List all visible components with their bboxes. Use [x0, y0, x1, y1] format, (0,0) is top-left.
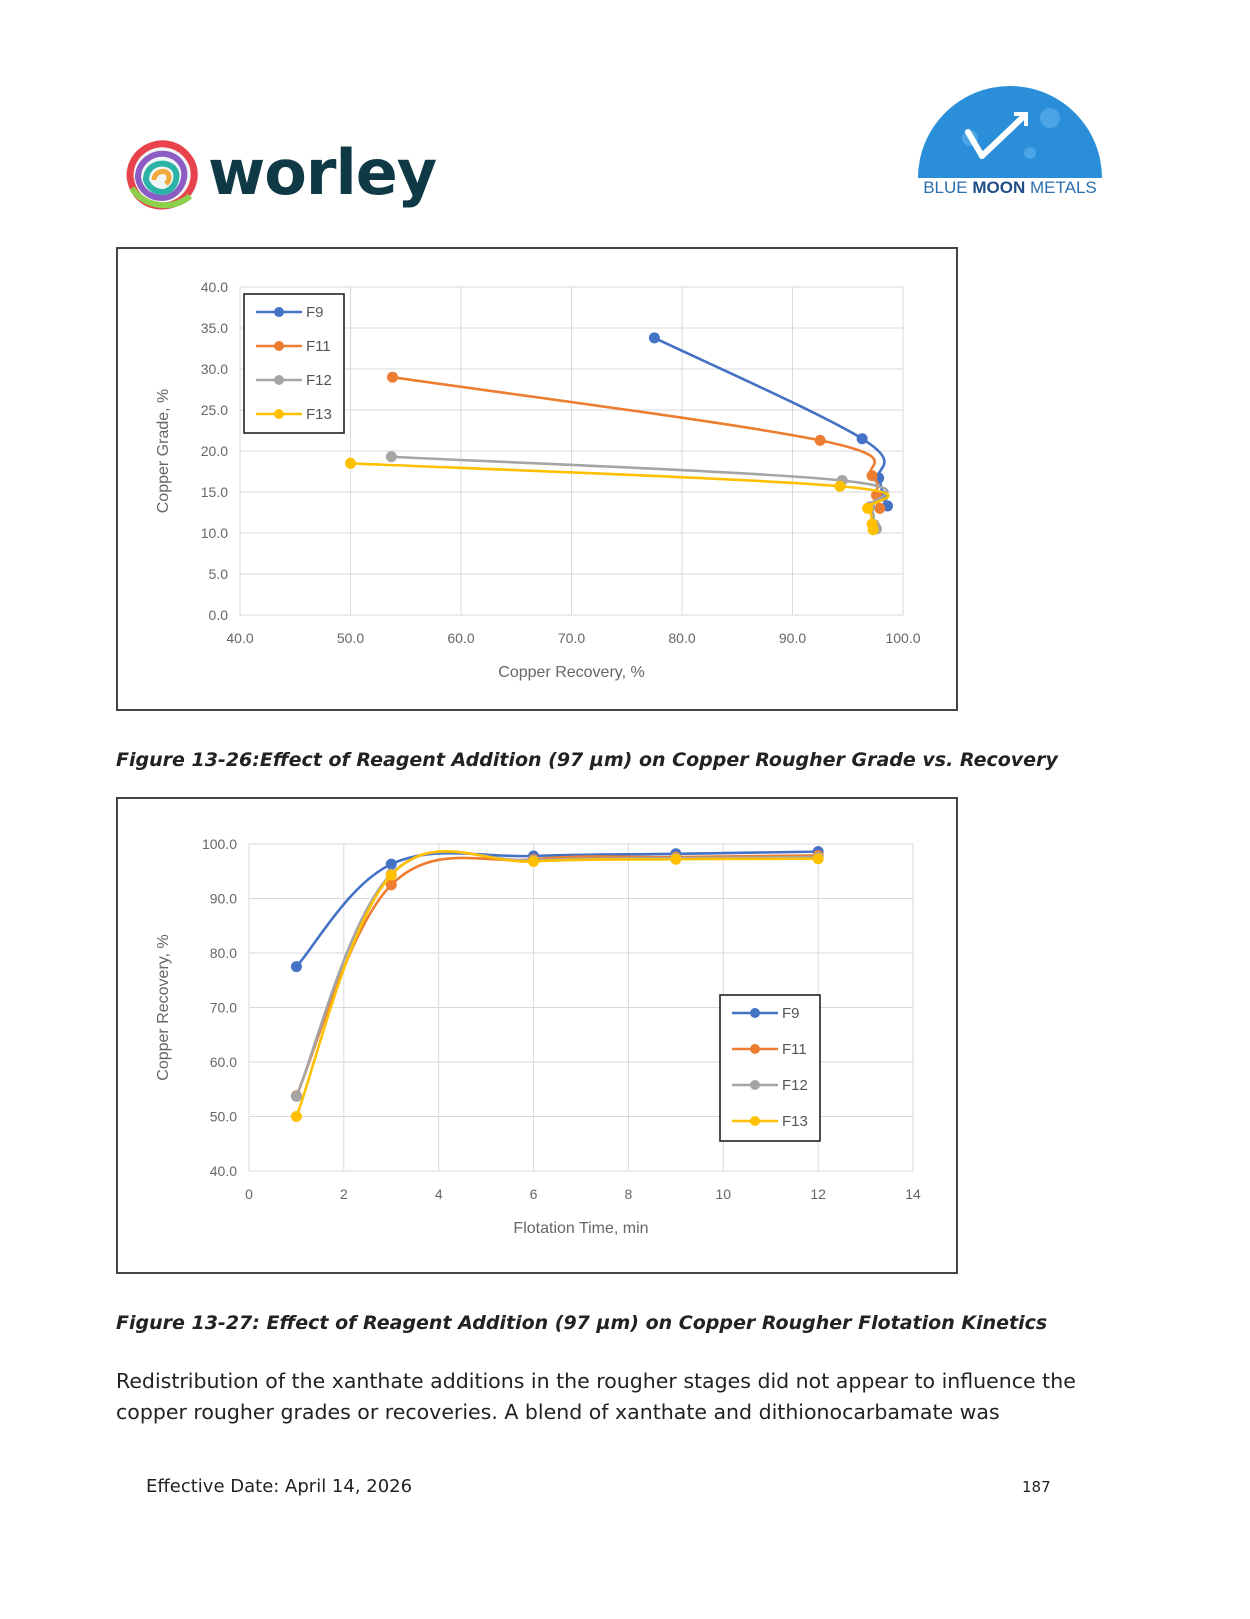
data-point-F9 — [290, 961, 302, 973]
page-number: 187 — [1022, 1478, 1051, 1496]
data-point-F9 — [856, 433, 868, 445]
legend-marker-F11 — [274, 341, 284, 351]
x-tick-label: 50.0 — [337, 630, 364, 646]
legend-marker-F12 — [274, 375, 284, 385]
data-point-F11 — [874, 502, 886, 514]
y-tick-label: 90.0 — [210, 891, 237, 907]
x-tick-label: 6 — [530, 1186, 538, 1202]
data-point-F13 — [290, 1111, 302, 1122]
worley-wordmark: worley — [208, 136, 437, 209]
legend-marker-F9 — [750, 1008, 760, 1018]
x-tick-label: 100.0 — [885, 630, 920, 646]
y-axis-title: Copper Recovery, % — [155, 934, 172, 1080]
y-tick-label: 40.0 — [201, 279, 228, 295]
y-tick-label: 15.0 — [201, 484, 228, 500]
y-tick-label: 70.0 — [210, 1000, 237, 1016]
effective-date: Effective Date: April 14, 2026 — [146, 1476, 413, 1497]
data-point-F11 — [814, 434, 826, 446]
series-line-F11 — [392, 375, 882, 509]
data-point-F9 — [385, 858, 397, 870]
data-point-F13 — [812, 853, 824, 865]
logo-word-metals: METALS — [1030, 178, 1097, 197]
data-point-F11 — [866, 470, 878, 482]
x-tick-label: 8 — [625, 1186, 633, 1202]
data-point-F11 — [386, 371, 398, 383]
x-tick-label: 10 — [715, 1186, 731, 1202]
x-tick-label: 12 — [810, 1186, 826, 1202]
data-point-F11 — [385, 879, 397, 891]
flotation-kinetics-svg: 0 2 4 6 8 10 12 14 40.0 50.0 60.0 70.0 80.0 90.0 100.0… — [155, 836, 921, 1237]
plot-area — [248, 843, 914, 1172]
legend-label-F9: F9 — [782, 1005, 800, 1022]
grade-vs-recovery-svg: 40.0 50.0 60.0 70.0 80.0 90.0 100.0 0.0 5.0 10.0 1… — [155, 279, 921, 681]
legend-box — [719, 994, 821, 1142]
y-tick-label: 30.0 — [201, 361, 228, 377]
data-point-F13 — [385, 869, 397, 881]
data-point-F13 — [867, 524, 879, 536]
legend-label-F11: F11 — [782, 1041, 807, 1058]
legend-box — [243, 293, 345, 434]
y-tick-label: 25.0 — [201, 402, 228, 418]
data-point-F12 — [290, 1090, 302, 1102]
y-axis-title: Copper Grade, % — [155, 389, 172, 514]
data-point-F13 — [670, 853, 682, 865]
series-line-F9 — [295, 850, 819, 968]
data-point-F9 — [648, 332, 660, 344]
x-tick-label: 90.0 — [779, 630, 806, 646]
legend-marker-F13 — [750, 1116, 760, 1126]
y-tick-label: 10.0 — [201, 525, 228, 541]
x-tick-label: 0 — [245, 1186, 253, 1202]
legend-label-F12: F12 — [306, 372, 332, 389]
legend-marker-F9 — [274, 307, 284, 317]
legend-label-F13: F13 — [306, 406, 332, 423]
plot-area — [239, 286, 904, 616]
worley-logo: worley — [122, 136, 442, 216]
x-tick-label: 40.0 — [226, 630, 253, 646]
y-tick-label: 35.0 — [201, 320, 228, 336]
figure-13-27-caption: Figure 13-27: Effect of Reagent Addition… — [116, 1312, 1048, 1334]
y-tick-label: 100.0 — [202, 836, 237, 852]
legend-label-F9: F9 — [306, 304, 324, 321]
x-tick-label: 2 — [340, 1186, 348, 1202]
x-tick-label: 14 — [905, 1186, 921, 1202]
y-tick-label: 80.0 — [210, 945, 237, 961]
y-tick-label: 20.0 — [201, 443, 228, 459]
legend-label-F13: F13 — [782, 1113, 808, 1130]
y-tick-label: 50.0 — [210, 1109, 237, 1125]
legend-marker-F13 — [274, 409, 284, 419]
y-tick-label: 0.0 — [209, 607, 229, 623]
series-line-F13 — [295, 850, 819, 1117]
y-tick-label: 5.0 — [209, 566, 229, 582]
logo-word-blue: BLUE — [923, 178, 968, 197]
moon-clock-icon — [918, 86, 1102, 178]
flotation-kinetics-chart: 0 2 4 6 8 10 12 14 40.0 50.0 60.0 70.0 80.0 90.0 100.0… — [116, 797, 958, 1274]
legend-label-F12: F12 — [782, 1077, 808, 1094]
data-point-F13 — [528, 855, 540, 867]
blue-moon-metals-wordmark: BLUE MOON METALS — [910, 178, 1110, 198]
data-point-F13 — [834, 480, 846, 492]
x-tick-label: 60.0 — [447, 630, 474, 646]
legend-marker-F11 — [750, 1044, 760, 1054]
y-tick-label: 40.0 — [210, 1163, 237, 1179]
x-tick-label: 4 — [435, 1186, 443, 1202]
series-line-F13 — [350, 462, 890, 530]
data-point-F13 — [345, 457, 356, 469]
body-paragraph: Redistribution of the xanthate additions… — [116, 1369, 1076, 1424]
x-axis-title: Flotation Time, min — [513, 1220, 648, 1237]
grade-vs-recovery-chart: 40.0 50.0 60.0 70.0 80.0 90.0 100.0 0.0 5.0 10.0 1… — [116, 247, 958, 711]
figure-13-26-caption: Figure 13-26:Effect of Reagent Addition … — [116, 749, 1058, 771]
legend-marker-F12 — [750, 1080, 760, 1090]
x-tick-label: 70.0 — [558, 630, 585, 646]
legend-label-F11: F11 — [306, 338, 331, 355]
logo-word-moon: MOON — [972, 178, 1026, 197]
x-tick-label: 80.0 — [668, 630, 695, 646]
y-tick-label: 60.0 — [210, 1054, 237, 1070]
data-point-F13 — [862, 502, 874, 514]
data-point-F12 — [385, 451, 397, 463]
worley-swirl-icon — [126, 140, 198, 210]
blue-moon-metals-logo: BLUE MOON METALS — [910, 78, 1110, 208]
x-axis-title: Copper Recovery, % — [498, 664, 644, 681]
